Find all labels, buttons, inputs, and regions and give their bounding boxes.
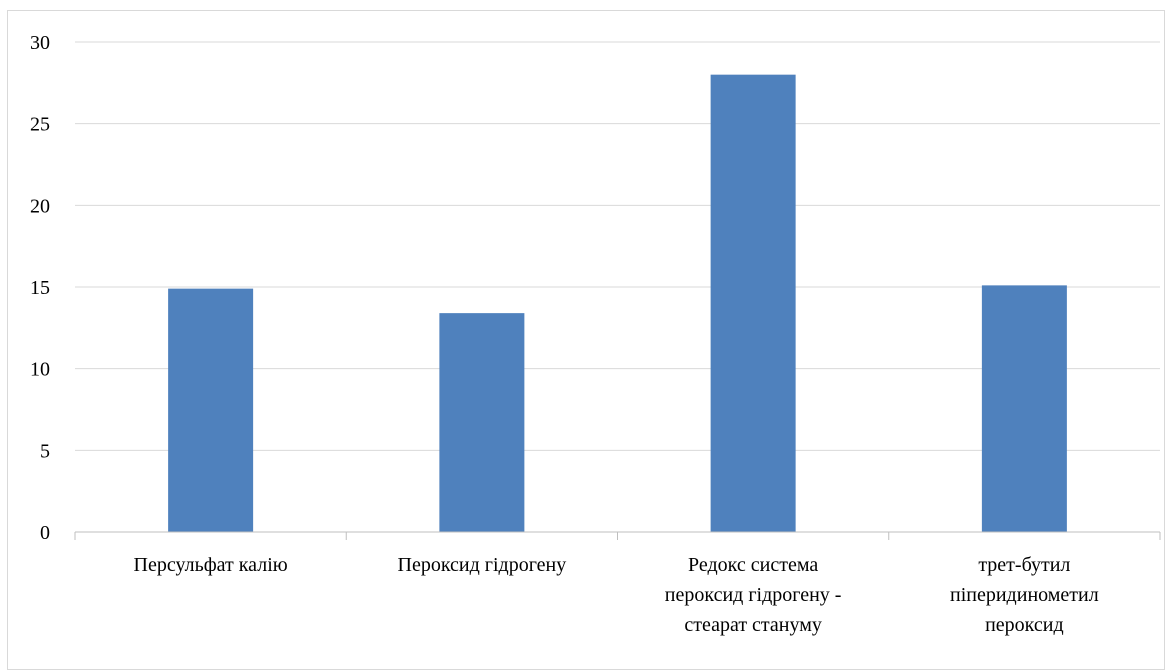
bar <box>439 313 525 532</box>
y-axis-ticks: 0 5 10 15 20 25 30 <box>30 32 50 544</box>
x-category-label: пероксид гідрогену - <box>665 584 842 606</box>
x-axis-labels: Персульфат калію Пероксид гідрогену Редокс… <box>134 554 1099 636</box>
x-category-label: трет-бутил <box>978 554 1070 576</box>
y-tick-label: 30 <box>30 32 50 54</box>
x-category-label: пероксид <box>985 614 1064 636</box>
y-tick-label: 15 <box>30 277 50 299</box>
x-category-label: Редокс система <box>688 554 818 576</box>
y-tick-label: 5 <box>40 440 50 462</box>
y-tick-label: 10 <box>30 359 50 381</box>
bar-chart: 0 5 10 15 20 25 30 Персульфат калію Пероксид гі… <box>30 32 1161 636</box>
bars <box>168 74 1067 533</box>
y-tick-label: 0 <box>40 522 50 544</box>
bar <box>168 288 254 532</box>
y-tick-label: 25 <box>30 114 50 136</box>
x-category-label: піперидинометил <box>950 584 1099 606</box>
bar <box>981 285 1067 532</box>
y-tick-label: 20 <box>30 195 50 217</box>
x-category-label: Персульфат калію <box>134 554 288 576</box>
gridlines <box>74 41 1161 540</box>
x-category-label: Пероксид гідрогену <box>398 554 567 576</box>
bar <box>710 74 796 533</box>
x-category-label: стеарат стануму <box>684 614 822 636</box>
